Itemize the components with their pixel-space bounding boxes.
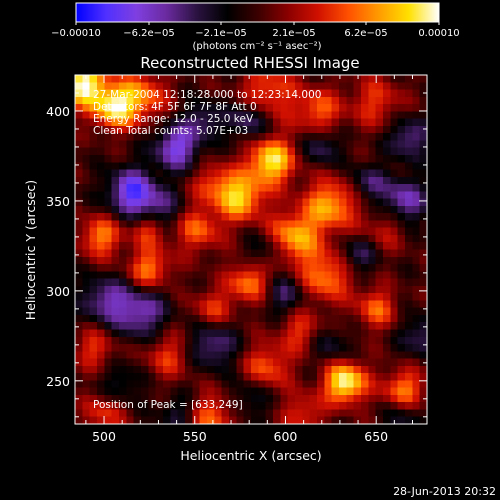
y-tick-label: 300 [46,284,70,299]
y-tick-label: 400 [46,104,70,119]
info-clean-counts: Clean Total counts: 5.07E+03 [93,125,248,137]
colorbar-gradient [75,2,440,23]
colorbar-tick-label: 0.00010 [418,28,459,39]
plot-area [74,74,428,425]
peak-position-label: Position of Peak = [633,249] [93,399,243,411]
y-tick-label: 350 [46,194,70,209]
colorbar-tick-label: 6.2e−05 [344,28,387,39]
colorbar: −0.00010 −6.2e−05 −2.1e−05 2.1e−05 6.2e−… [51,2,460,52]
x-tick-label: 500 [92,429,116,444]
footer-timestamp: 28-Jun-2013 20:32 [393,485,496,498]
y-tick-label: 250 [46,374,70,389]
colorbar-tick-label: −0.00010 [51,28,101,39]
x-tick-labels: 500 550 600 650 [92,429,388,444]
x-tick-label: 550 [183,429,207,444]
x-tick-label: 650 [364,429,388,444]
y-axis-label: Heliocentric Y (arcsec) [23,180,38,320]
axis-ticks [75,74,427,424]
colorbar-tick-label: 2.1e−05 [272,28,315,39]
x-tick-label: 600 [274,429,298,444]
info-detectors: Detectors: 4F 5F 6F 7F 8F Att 0 [93,101,257,113]
plot-frame [74,74,428,425]
chart-title: Reconstructed RHESSI Image [140,54,359,72]
colorbar-ticks [75,22,440,25]
colorbar-tick-label: −6.2e−05 [123,28,175,39]
colorbar-unit-label: (photons cm⁻² s⁻¹ asec⁻²) [192,41,321,52]
y-tick-labels: 250 300 350 400 [46,104,70,389]
x-axis-label: Heliocentric X (arcsec) [180,448,321,463]
info-energy-range: Energy Range: 12.0 - 25.0 keV [93,113,254,125]
heatmap-image [75,75,427,424]
info-time-range: 27-Mar-2004 12:18:28.000 to 12:23:14.000 [93,89,321,101]
colorbar-tick-label: −2.1e−05 [195,28,247,39]
